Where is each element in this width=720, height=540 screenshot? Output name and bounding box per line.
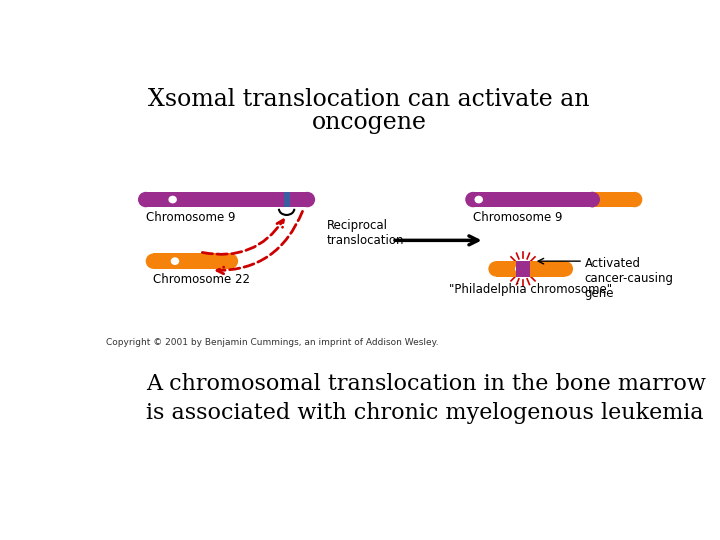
Bar	[496, 261, 565, 276]
Ellipse shape	[488, 261, 504, 276]
Ellipse shape	[627, 192, 642, 207]
Text: "Philadelphia chromosome": "Philadelphia chromosome"	[449, 283, 612, 296]
Ellipse shape	[465, 192, 481, 207]
Ellipse shape	[585, 192, 600, 207]
Bar	[473, 192, 593, 207]
Ellipse shape	[171, 257, 179, 265]
Ellipse shape	[138, 192, 153, 207]
Text: A chromosomal translocation in the bone marrow: A chromosomal translocation in the bone …	[145, 373, 706, 395]
Bar	[516, 261, 530, 276]
Ellipse shape	[558, 261, 573, 276]
Text: Activated
cancer-causing
gene: Activated cancer-causing gene	[585, 257, 674, 300]
Ellipse shape	[168, 195, 177, 204]
Text: Xsomal translocation can activate an: Xsomal translocation can activate an	[148, 88, 590, 111]
Text: oncogene: oncogene	[312, 111, 426, 134]
Bar	[145, 192, 307, 207]
Ellipse shape	[585, 192, 600, 207]
Ellipse shape	[300, 192, 315, 207]
Ellipse shape	[222, 253, 238, 269]
Ellipse shape	[515, 265, 523, 273]
Text: Copyright © 2001 by Benjamin Cummings, an imprint of Addison Wesley.: Copyright © 2001 by Benjamin Cummings, a…	[106, 338, 438, 347]
Bar	[284, 192, 289, 207]
Text: Reciprocal
translocation: Reciprocal translocation	[327, 219, 404, 247]
Text: Chromosome 9: Chromosome 9	[145, 211, 235, 224]
Bar	[593, 192, 634, 207]
Text: Chromosome 22: Chromosome 22	[153, 273, 251, 286]
Ellipse shape	[474, 195, 483, 204]
Text: Chromosome 9: Chromosome 9	[473, 211, 562, 224]
Bar	[153, 253, 230, 269]
Text: is associated with chronic myelogenous leukemia: is associated with chronic myelogenous l…	[145, 402, 703, 424]
Ellipse shape	[145, 253, 161, 269]
